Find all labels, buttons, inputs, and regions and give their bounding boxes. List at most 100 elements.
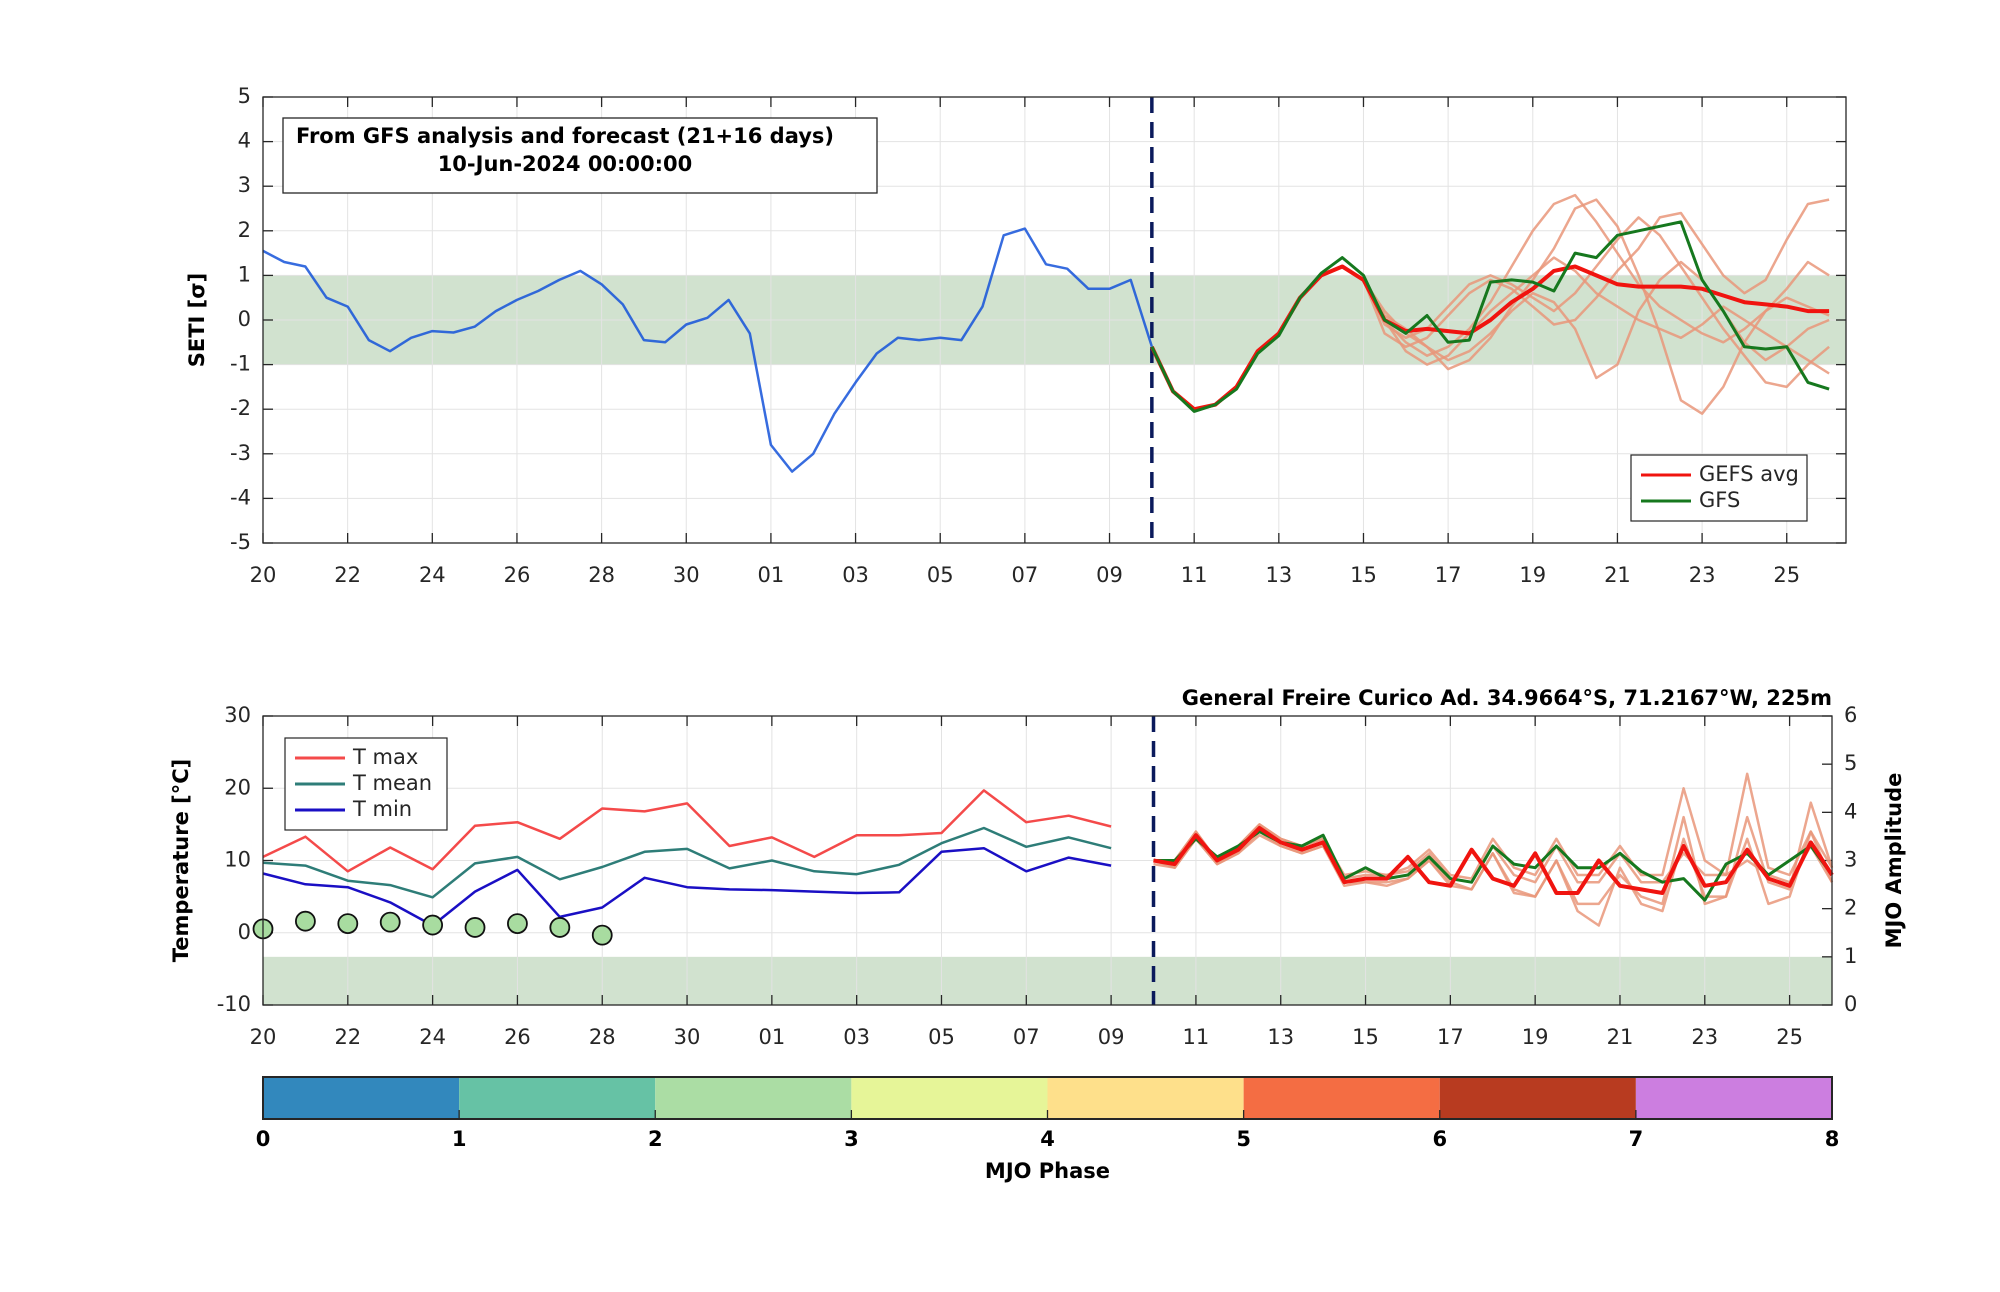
legend-label: T max (352, 745, 418, 769)
mjo-point (295, 910, 316, 932)
ensemble-line (1153, 772, 1834, 880)
y-tick-label: 5 (238, 84, 251, 108)
colorbar-segment (655, 1077, 852, 1119)
x-tick-label: 23 (1689, 563, 1716, 587)
colorbar-segment (459, 1077, 656, 1119)
x-tick-label: 30 (674, 1025, 701, 1049)
y-tick-label: 10 (224, 848, 251, 872)
x-tick-label: 11 (1183, 1025, 1210, 1049)
y-tick-label: 0 (238, 920, 251, 944)
y-tick-label: -5 (230, 530, 251, 554)
x-tick-label: 22 (334, 563, 361, 587)
series-line (262, 846, 1112, 927)
y-tick-label: 0 (238, 307, 251, 331)
y-tick-label: -10 (217, 992, 251, 1016)
y-tick-label: -4 (230, 485, 251, 509)
x-tick-label: 15 (1352, 1025, 1379, 1049)
x-tick-label: 13 (1265, 563, 1292, 587)
x-tick-label: 20 (250, 1025, 277, 1049)
mjo-point (337, 913, 359, 934)
band (263, 956, 1832, 1005)
x-tick-label: 28 (589, 1025, 616, 1049)
colorbar-segment (1635, 1077, 1832, 1119)
y-tick-label: 30 (224, 703, 251, 727)
y-tick-label: 20 (224, 775, 251, 799)
colorbar-tick-label: 6 (1432, 1127, 1447, 1151)
x-tick-label: 26 (504, 1025, 531, 1049)
x-tick-label: 24 (419, 563, 446, 587)
mjo-point (379, 911, 401, 933)
colorbar-segment (1439, 1077, 1636, 1119)
y2-axis-label: MJO Amplitude (1882, 773, 1906, 949)
axes-frame (262, 96, 1847, 544)
x-tick-label: 30 (673, 563, 700, 587)
colorbar-tick-label: 1 (452, 1127, 467, 1151)
colorbar-segment (851, 1077, 1048, 1119)
mjo-point (422, 914, 444, 936)
x-tick-label: 05 (928, 1025, 955, 1049)
y-axis-label: SETI [σ] (185, 273, 209, 367)
x-tick-label: 03 (843, 1025, 870, 1049)
colorbar-tick-label: 3 (844, 1127, 859, 1151)
x-tick-label: 21 (1604, 563, 1631, 587)
x-tick-label: 20 (250, 563, 277, 587)
colorbar-tick-label: 4 (1040, 1127, 1055, 1151)
y-tick-label: -2 (230, 396, 251, 420)
y-axis-label: Temperature [°C] (169, 759, 193, 962)
x-tick-label: 09 (1098, 1025, 1125, 1049)
x-tick-label: 07 (1012, 563, 1039, 587)
series-line (1150, 264, 1830, 412)
colorbar-label: MJO Phase (985, 1159, 1110, 1183)
mjo-point (549, 917, 571, 938)
legend-box (1630, 454, 1808, 522)
y2-tick-label: 2 (1844, 896, 1857, 920)
ensemble-line (1153, 826, 1834, 895)
y2-tick-label: 5 (1844, 751, 1857, 775)
x-tick-label: 19 (1519, 563, 1546, 587)
y-tick-label: -3 (230, 441, 251, 465)
y-tick-label: 2 (238, 218, 251, 242)
colorbar-segment (263, 1077, 460, 1119)
y-tick-label: 1 (238, 262, 251, 286)
legend-label: GEFS avg (1699, 462, 1799, 486)
x-tick-label: 15 (1350, 563, 1377, 587)
x-tick-label: 11 (1181, 563, 1208, 587)
colorbar-tick-label: 2 (648, 1127, 663, 1151)
x-tick-label: 17 (1437, 1025, 1464, 1049)
x-tick-label: 09 (1096, 563, 1123, 587)
x-tick-label: 24 (419, 1025, 446, 1049)
colorbar-segment (1047, 1077, 1244, 1119)
colorbar-tick-label: 7 (1629, 1127, 1644, 1151)
y2-tick-label: 3 (1844, 848, 1857, 872)
y2-tick-label: 1 (1844, 944, 1857, 968)
ensemble-line (1153, 815, 1834, 906)
x-tick-label: 25 (1776, 1025, 1803, 1049)
annotation-text: 10-Jun-2024 00:00:00 (438, 152, 693, 176)
legend-label: T mean (352, 771, 432, 795)
x-tick-label: 19 (1522, 1025, 1549, 1049)
y2-tick-label: 0 (1844, 992, 1857, 1016)
ensemble-line (262, 227, 1154, 473)
y2-tick-label: 6 (1844, 703, 1857, 727)
x-tick-label: 26 (504, 563, 531, 587)
x-tick-label: 01 (758, 563, 785, 587)
x-tick-label: 13 (1267, 1025, 1294, 1049)
y-tick-label: 3 (238, 173, 251, 197)
legend-label: GFS (1699, 488, 1740, 512)
x-tick-label: 25 (1773, 563, 1800, 587)
axes-frame (262, 715, 1833, 1006)
station-title: General Freire Curico Ad. 34.9664°S, 71.… (1182, 686, 1832, 710)
colorbar-tick-label: 0 (256, 1127, 271, 1151)
mjo-point (591, 924, 613, 946)
mjo-point (507, 913, 528, 934)
y-tick-label: -1 (230, 352, 251, 376)
x-tick-label: 22 (334, 1025, 361, 1049)
x-tick-label: 03 (842, 563, 869, 587)
x-tick-label: 07 (1013, 1025, 1040, 1049)
series-line (262, 826, 1112, 899)
colorbar-segment (1243, 1077, 1440, 1119)
annotation-text: From GFS analysis and forecast (21+16 da… (296, 124, 834, 148)
x-tick-label: 01 (758, 1025, 785, 1049)
series-line (262, 789, 1112, 873)
